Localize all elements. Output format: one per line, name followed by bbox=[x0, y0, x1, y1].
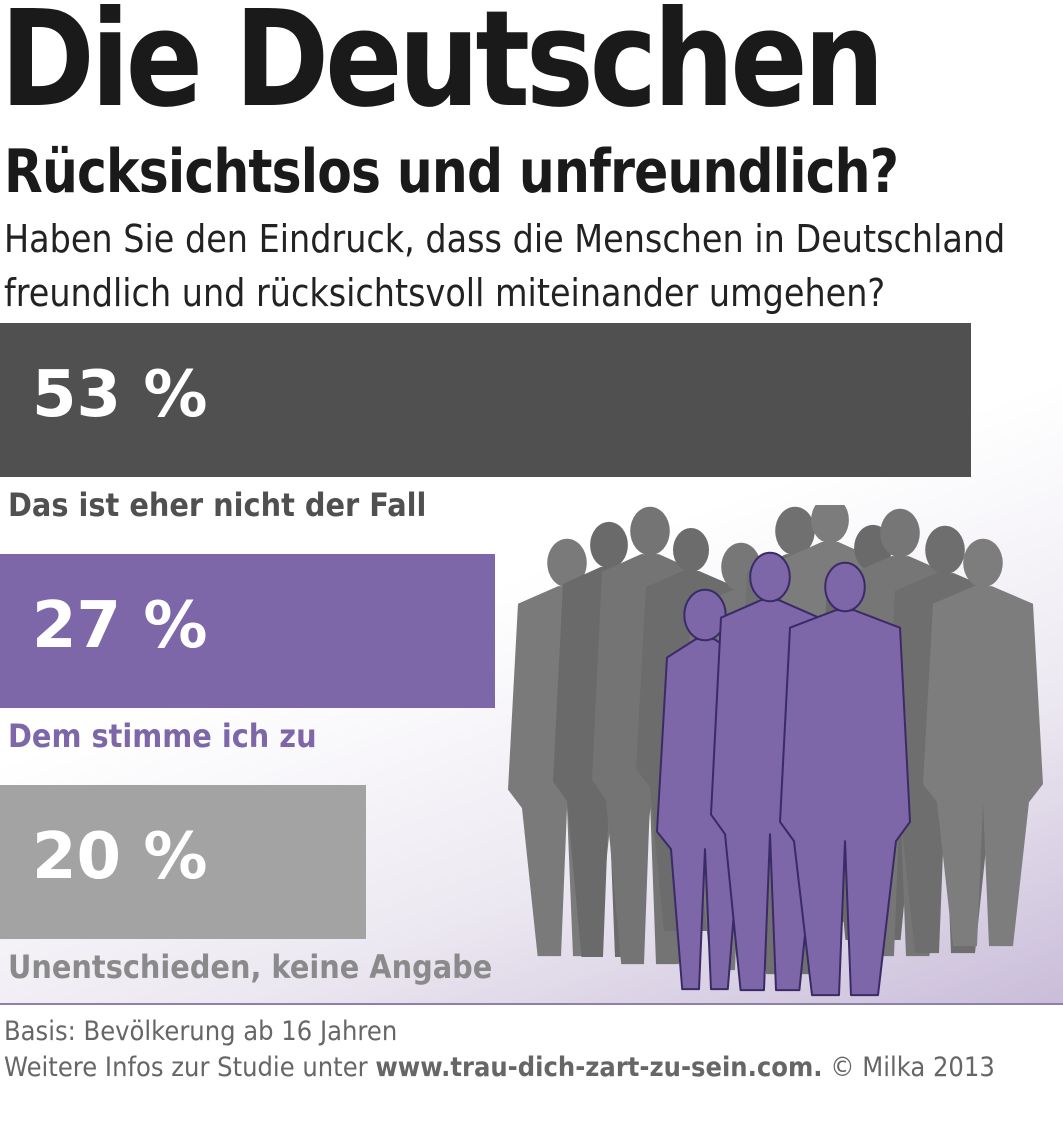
page-subtitle: Rücksichtslos und unfreundlich? bbox=[4, 137, 899, 207]
bar-3: 20 % bbox=[0, 785, 366, 939]
page-title: Die Deutschen bbox=[0, 0, 885, 137]
bar-value-label: 53 % bbox=[32, 358, 208, 432]
bar-category-label: Das ist eher nicht der Fall bbox=[8, 486, 427, 524]
crowd-silhouette-icon bbox=[508, 505, 1043, 997]
bar-value-label: 27 % bbox=[32, 589, 208, 663]
question-line-1: Haben Sie den Eindruck, dass die Mensche… bbox=[4, 217, 1006, 261]
bar-value-label: 20 % bbox=[32, 820, 208, 894]
bar-category-label: Dem stimme ich zu bbox=[8, 717, 317, 755]
footer-divider bbox=[0, 1003, 1063, 1005]
footer-url-link[interactable]: www.trau-dich-zart-zu-sein.com. bbox=[375, 1052, 823, 1083]
bar-1: 53 % bbox=[0, 323, 971, 477]
footer-info: Weitere Infos zur Studie unter www.trau-… bbox=[4, 1050, 995, 1086]
question-line-2: freundlich und rücksichtsvoll miteinande… bbox=[4, 271, 886, 315]
bar-2: 27 % bbox=[0, 554, 495, 708]
footer: Basis: Bevölkerung ab 16 Jahren Weitere … bbox=[4, 1014, 995, 1086]
bar-category-label: Unentschieden, keine Angabe bbox=[8, 948, 493, 986]
survey-question: Haben Sie den Eindruck, dass die Mensche… bbox=[4, 212, 1005, 320]
footer-copyright: © Milka 2013 bbox=[822, 1052, 995, 1083]
footer-basis: Basis: Bevölkerung ab 16 Jahren bbox=[4, 1016, 398, 1047]
footer-info-prefix: Weitere Infos zur Studie unter bbox=[4, 1052, 376, 1083]
